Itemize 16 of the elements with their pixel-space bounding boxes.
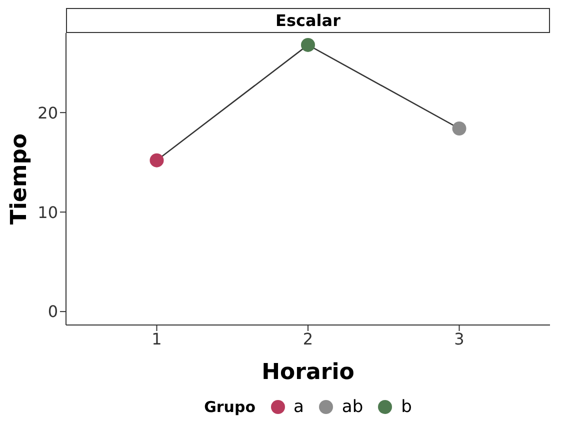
- point: [150, 153, 164, 168]
- point: [301, 38, 315, 52]
- x-axis-title: Horario: [262, 360, 354, 385]
- point: [452, 122, 466, 136]
- chart-title: Escalar: [66, 8, 550, 33]
- x-tick-label: 1: [152, 329, 162, 348]
- legend-title: Grupo: [204, 398, 256, 416]
- legend-label: a: [294, 397, 304, 417]
- legend-label: b: [401, 397, 412, 417]
- x-tick-label: 3: [454, 329, 464, 348]
- legend-label: ab: [342, 397, 364, 417]
- y-axis-title: Tiempo: [6, 133, 32, 225]
- y-tick-label: 10: [38, 202, 58, 222]
- x-tick-label: 2: [302, 329, 314, 348]
- y-tick-label: 0: [48, 302, 58, 322]
- y-tick-label: 20: [38, 103, 58, 122]
